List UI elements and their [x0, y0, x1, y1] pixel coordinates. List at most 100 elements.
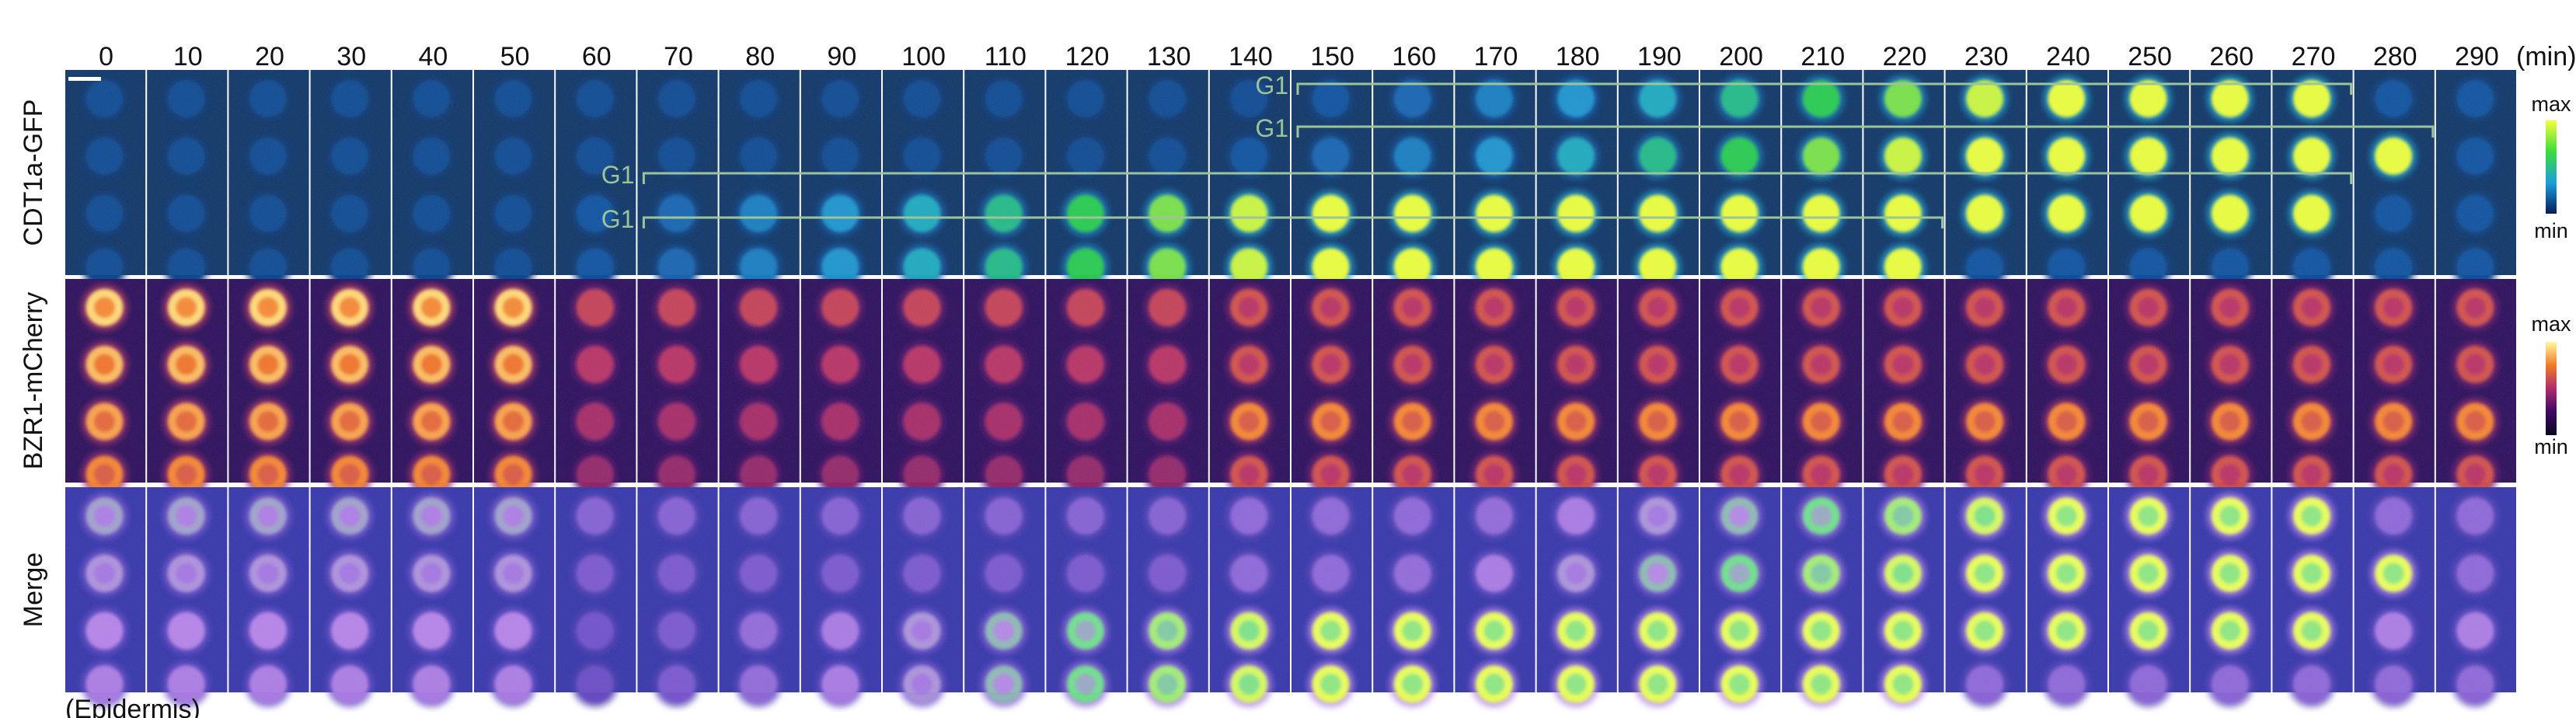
g1-bracket-label: G1: [1255, 114, 1288, 142]
panel-1-290: [2435, 279, 2516, 498]
panel-0-160: [1373, 70, 1454, 291]
time-axis-labels: 0 10 20 30 40 50 60 70 80 90 100 110 120 130 140 150 160…: [99, 42, 2499, 71]
panel-2-90: [800, 487, 881, 708]
panel-2-290: [2435, 487, 2516, 708]
time-label-220: 220: [1883, 42, 1927, 71]
panel-2-60: [556, 487, 636, 708]
gfp-colorbar-min: min: [2534, 219, 2568, 242]
time-label-70: 70: [664, 42, 693, 71]
panel-2-120: [1046, 487, 1127, 708]
panel-1-190: [1618, 279, 1699, 498]
time-label-150: 150: [1310, 42, 1354, 71]
panel-1-20: [228, 279, 309, 498]
panel-2-50: [474, 487, 555, 708]
time-label-100: 100: [901, 42, 946, 71]
g1-bracket-line: [1296, 82, 2353, 95]
panel-1-10: [147, 279, 228, 498]
panel-1-120: [1046, 279, 1127, 498]
panel-2-100: [883, 487, 964, 708]
panel-0-180: [1536, 70, 1617, 291]
g1-bracket-line: [642, 216, 1944, 228]
panel-0-210: [1782, 70, 1863, 291]
panel-0-170: [1455, 70, 1535, 291]
panel-1-40: [392, 279, 472, 498]
panel-0-150: [1291, 70, 1372, 291]
row-label-0: CDT1a-GFP: [19, 99, 48, 246]
time-label-190: 190: [1637, 42, 1682, 71]
panel-1-250: [2109, 279, 2190, 498]
panel-1-240: [2027, 279, 2107, 498]
panel-1-170: [1455, 279, 1535, 498]
panel-1-210: [1782, 279, 1863, 498]
panel-2-110: [964, 487, 1045, 708]
panel-1-150: [1291, 279, 1372, 498]
panel-2-140: [1209, 487, 1290, 708]
panel-0-280: [2354, 70, 2435, 291]
panel-2-200: [1700, 487, 1781, 708]
panel-0-260: [2191, 70, 2271, 291]
gfp-colorbar-gradient: [2546, 120, 2557, 214]
panel-1-260: [2191, 279, 2271, 498]
time-label-280: 280: [2373, 42, 2417, 71]
panel-0-220: [1863, 70, 1944, 291]
time-label-90: 90: [827, 42, 856, 71]
g1-bracket-line: [1296, 125, 2435, 138]
time-label-230: 230: [1964, 42, 2009, 71]
panel-2-280: [2354, 487, 2435, 708]
panel-0-60: [556, 70, 636, 291]
tissue-label: (Epidermis): [65, 695, 200, 718]
time-label-10: 10: [173, 42, 203, 71]
time-label-30: 30: [336, 42, 366, 71]
image-panels: [65, 70, 2516, 708]
time-label-270: 270: [2292, 42, 2336, 71]
panel-1-270: [2272, 279, 2353, 498]
time-label-240: 240: [2046, 42, 2090, 71]
panel-2-0: [65, 487, 146, 708]
panel-0-240: [2027, 70, 2107, 291]
row-label-1: BZR1-mCherry: [19, 292, 48, 470]
time-label-40: 40: [418, 42, 448, 71]
panel-0-50: [474, 70, 555, 291]
g1-brackets: G1 G1 G1 G1: [601, 71, 2435, 233]
panel-1-80: [719, 279, 800, 498]
panel-1-220: [1863, 279, 1944, 498]
time-label-170: 170: [1474, 42, 1518, 71]
time-label-160: 160: [1392, 42, 1436, 71]
panel-1-140: [1209, 279, 1290, 498]
time-label-200: 200: [1719, 42, 1763, 71]
panel-2-220: [1863, 487, 1944, 708]
row-label-2: Merge: [19, 552, 48, 627]
panel-2-30: [310, 487, 391, 708]
panel-0-30: [310, 70, 391, 291]
panel-1-90: [800, 279, 881, 498]
panel-0-100: [883, 70, 964, 291]
panel-0-70: [637, 70, 718, 291]
panel-2-190: [1618, 487, 1699, 708]
panel-0-230: [1945, 70, 2026, 291]
time-label-110: 110: [985, 42, 1027, 71]
time-label-180: 180: [1556, 42, 1600, 71]
panel-2-10: [147, 487, 228, 708]
time-label-50: 50: [500, 42, 530, 71]
panel-1-110: [964, 279, 1045, 498]
panel-0-40: [392, 70, 472, 291]
time-label-0: 0: [99, 42, 113, 71]
panel-0-200: [1700, 70, 1781, 291]
panel-2-250: [2109, 487, 2190, 708]
panel-2-40: [392, 487, 472, 708]
gfp-colorbar: max min: [2531, 92, 2571, 242]
mcherry-colorbar: max min: [2531, 312, 2571, 458]
time-label-120: 120: [1065, 42, 1110, 71]
panel-2-170: [1455, 487, 1535, 708]
panel-0-190: [1618, 70, 1699, 291]
panel-0-290: [2435, 70, 2516, 291]
panel-0-10: [147, 70, 228, 291]
mcherry-colorbar-gradient: [2546, 342, 2557, 435]
panel-0-250: [2109, 70, 2190, 291]
time-label-60: 60: [582, 42, 612, 71]
panel-0-90: [800, 70, 881, 291]
mcherry-colorbar-min: min: [2534, 435, 2568, 458]
panel-0-80: [719, 70, 800, 291]
panel-2-210: [1782, 487, 1863, 708]
panel-1-100: [883, 279, 964, 498]
